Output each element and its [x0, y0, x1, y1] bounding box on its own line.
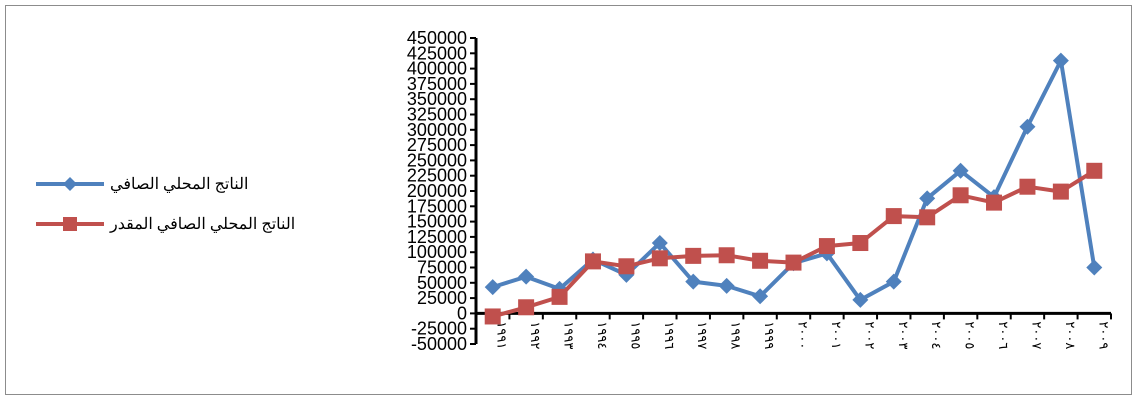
- series-line-2: [492, 169, 1096, 319]
- series-1-point: [651, 235, 668, 252]
- y-tick-label: 25000: [417, 288, 467, 308]
- x-tick-label: ٢٠٠٩: [1095, 321, 1110, 349]
- series-1-point: [718, 277, 735, 294]
- y-tick-label: 400000: [407, 59, 467, 79]
- x-tick-label: ٢٠٠٢: [861, 321, 876, 349]
- series-2-point: [818, 238, 835, 255]
- legend-item-series-1: الناتج المحلي الصافي: [36, 171, 366, 197]
- x-tick-label: ١٩٩٩: [761, 321, 776, 349]
- legend-swatch-square-icon: [36, 217, 104, 231]
- legend-label-series-1: الناتج المحلي الصافي: [110, 176, 249, 193]
- x-tick-label: ٢٠٠٠: [795, 321, 810, 349]
- series-1-point: [685, 273, 702, 290]
- y-tick-label: -25000: [411, 319, 467, 339]
- y-tick-label: 350000: [407, 89, 467, 109]
- series-1-point: [852, 291, 869, 308]
- y-tick-label: 200000: [407, 181, 467, 201]
- series-1-point: [752, 288, 769, 305]
- series-2-point: [484, 308, 501, 325]
- series-2-point: [919, 209, 936, 226]
- y-tick-label: 300000: [407, 120, 467, 140]
- y-tick-label: 150000: [407, 212, 467, 232]
- y-tick-label: 450000: [407, 28, 467, 48]
- x-axis: ١٩٩١ ١٩٩٢ ١٩٩٣ ١٩٩٤ ١٩٩٥ ١٩٩٦ ١٩٩٧ ١٩٩٨ ١٩٩٩ ٢٠٠٠…: [475, 311, 1112, 349]
- y-tick-label: 125000: [407, 227, 467, 247]
- series-1-point: [885, 273, 902, 290]
- x-tick-label: ٢٠٠١: [828, 321, 843, 349]
- series-2-point: [685, 247, 702, 264]
- x-tick-label: ٢٠٠٨: [1062, 321, 1077, 349]
- series-2-point: [852, 235, 869, 252]
- series-1-point: [1052, 52, 1069, 69]
- series-layer: [484, 52, 1103, 325]
- series-1-point: [952, 162, 969, 179]
- series-2-point: [618, 258, 635, 275]
- x-tick-label: ١٩٩٥: [627, 321, 642, 349]
- series-2-point: [651, 250, 668, 267]
- y-tick-label: 100000: [407, 242, 467, 262]
- y-tick-label: 50000: [417, 273, 467, 293]
- series-2-point: [1086, 162, 1103, 179]
- series-1-point: [1019, 118, 1036, 135]
- chart-frame: -50000 -25000 0 25000 50000 75000 100000 125000…: [5, 5, 1132, 395]
- y-tick-label: 250000: [407, 150, 467, 170]
- line-chart: -50000-250000250005000075000100000125000…: [407, 28, 1112, 354]
- series-1-point: [1086, 259, 1103, 276]
- y-tick-label: 425000: [407, 43, 467, 63]
- x-tick-label: ١٩٩١: [494, 321, 509, 349]
- legend-item-series-2: الناتج المحلي الصافي المقدر: [36, 211, 366, 237]
- x-tick-label: ٢٠٠٣: [895, 321, 910, 349]
- legend: الناتج المحلي الصافي الناتج المحلي الصاف…: [36, 171, 366, 251]
- series-2-point: [885, 208, 902, 225]
- series-2-point: [518, 299, 535, 316]
- x-tick-label: ١٩٩٧: [694, 321, 709, 349]
- series-2-point: [952, 187, 969, 204]
- series-2-point: [752, 252, 769, 269]
- x-tick-label: ٢٠٠٧: [1028, 321, 1043, 349]
- x-tick-label: ١٩٩٦: [661, 321, 676, 349]
- x-tick-label: ١٩٩٣: [561, 321, 576, 349]
- y-axis: -50000-250000250005000075000100000125000…: [407, 28, 478, 354]
- series-2-point: [1019, 178, 1036, 195]
- series-1-point: [518, 268, 535, 285]
- x-tick-label: ١٩٩٤: [594, 321, 609, 349]
- series-2-point: [785, 254, 802, 271]
- x-tick-label: ٢٠٠٤: [928, 321, 943, 349]
- x-tick-label: ١٩٩٨: [728, 321, 743, 349]
- series-2-point: [718, 247, 735, 264]
- y-tick-label: 175000: [407, 196, 467, 216]
- y-tick-label: 225000: [407, 166, 467, 186]
- series-1-point: [484, 279, 501, 296]
- series-1-point: [919, 190, 936, 207]
- legend-label-series-2: الناتج المحلي الصافي المقدر: [110, 216, 296, 233]
- y-tick-label: 375000: [407, 74, 467, 94]
- series-2-point: [986, 194, 1003, 211]
- x-tick-label: ١٩٩٢: [527, 321, 542, 349]
- y-tick-label: 325000: [407, 105, 467, 125]
- y-tick-label: 275000: [407, 135, 467, 155]
- x-tick-label: ٢٠٠٥: [962, 321, 977, 349]
- y-tick-label: -50000: [411, 334, 467, 354]
- series-2-point: [1052, 183, 1069, 200]
- y-tick-label: 75000: [417, 258, 467, 278]
- series-2-point: [551, 288, 568, 305]
- series-2-point: [584, 253, 601, 270]
- y-tick-label: 0: [457, 303, 467, 323]
- x-tick-label: ٢٠٠٦: [995, 321, 1010, 349]
- legend-swatch-diamond-icon: [36, 177, 104, 191]
